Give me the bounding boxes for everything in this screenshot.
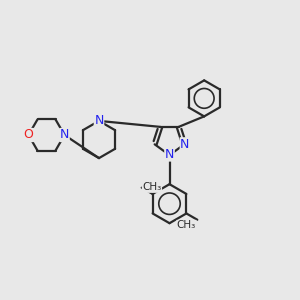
Text: N: N	[180, 138, 190, 151]
Text: N: N	[60, 128, 69, 142]
Text: N: N	[165, 148, 174, 161]
Text: N: N	[94, 114, 104, 128]
Text: O: O	[24, 128, 33, 142]
Text: CH₃: CH₃	[177, 220, 196, 230]
Text: CH₃: CH₃	[142, 182, 162, 192]
